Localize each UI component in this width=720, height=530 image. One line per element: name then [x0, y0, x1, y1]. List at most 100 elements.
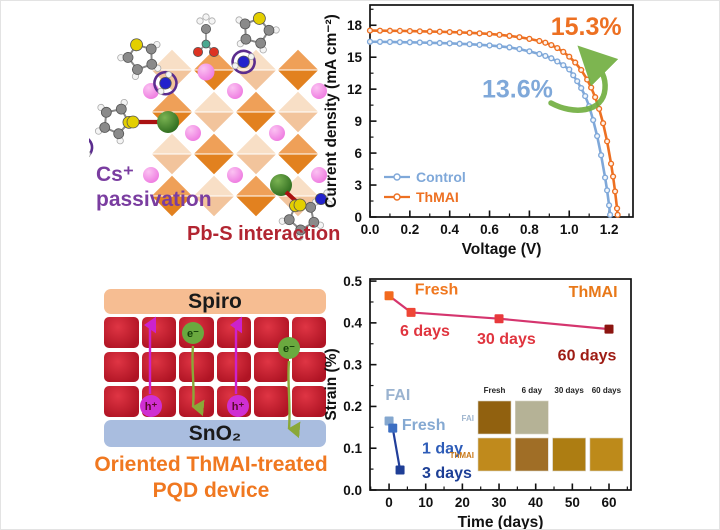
- series-marker-control: [570, 72, 577, 79]
- x-tick-label: 60: [601, 495, 616, 510]
- inset-col-header: 6 day: [522, 386, 543, 395]
- thiophene-molecule: [89, 98, 136, 160]
- carbon-atom: [100, 106, 112, 118]
- x-tick-label: 0.6: [480, 222, 499, 237]
- hydrogen-atom: [202, 13, 210, 21]
- series-marker-control: [516, 46, 523, 53]
- series-marker-control: [446, 40, 453, 47]
- hydrogen-atom: [231, 62, 239, 70]
- carbon-atom: [99, 122, 111, 133]
- series-marker-control: [598, 152, 605, 159]
- perovskite-lattice: [149, 48, 321, 218]
- jv-curve-chart: 0.0 0.2 0.4 0.6 0.8 1.0 1.2 0 3 6 9 12 15 18 Voltage (…: [323, 4, 634, 258]
- electron-badge: e⁻: [278, 337, 300, 359]
- carbon-atom: [305, 201, 317, 213]
- series-marker-control: [536, 50, 543, 58]
- sno2-layer: SnO₂: [104, 420, 326, 447]
- annotation-1-day: 1 day: [422, 441, 463, 458]
- sulfur-atom: [252, 12, 266, 25]
- inset-photo: [515, 400, 549, 435]
- series-marker-thmai: [406, 28, 413, 35]
- series-marker-fai: [388, 423, 398, 433]
- carbon-atom: [115, 103, 127, 115]
- series-marker-control: [603, 187, 611, 194]
- carbon-atom: [201, 39, 211, 49]
- legend-marker: [393, 173, 401, 181]
- hydrogen-atom: [208, 17, 216, 25]
- series-marker-thmai: [560, 48, 567, 55]
- device-caption: Oriented ThMAI-treated PQD device: [51, 452, 371, 504]
- device-schematic: Spiro SnO₂ e⁻ e⁻ h⁺ h⁺: [104, 289, 326, 449]
- octahedron-bottom: [149, 153, 195, 176]
- inset-col-header: 30 days: [554, 386, 584, 395]
- x-tick-label: 10: [418, 495, 433, 510]
- pqd-cube: [216, 317, 251, 348]
- hydrogen-atom: [157, 87, 165, 95]
- cs-passivation-label: Cs⁺ passivation: [96, 162, 212, 212]
- strain-stability-chart: 0 10 20 30 40 50 60 0.0 0.1 0.2 0.3 0.4 0.5 Time (day…: [323, 274, 632, 530]
- pqd-layer: [104, 317, 326, 417]
- series-marker-control: [396, 39, 403, 46]
- carbon-atom: [283, 214, 295, 226]
- carbon-atom: [113, 128, 125, 140]
- carbon-atom: [263, 24, 275, 36]
- series-marker-thmai: [548, 41, 555, 49]
- x-axis-title: Time (days): [458, 514, 544, 530]
- pqd-cube: [291, 386, 326, 417]
- series-marker-thmai: [526, 35, 533, 42]
- series-marker-control: [486, 42, 493, 49]
- cs-ion: [185, 125, 201, 141]
- pbs-interaction-label: Pb-S interaction: [187, 223, 341, 245]
- cs-ion: [227, 83, 243, 99]
- series-line-thmai: [388, 294, 610, 331]
- series-marker-fai: [384, 416, 394, 426]
- series-marker-thmai: [496, 31, 503, 38]
- crystal-structure-illustration: [89, 12, 333, 241]
- series-marker-control: [526, 48, 533, 55]
- x-tick-label: 0.8: [520, 222, 539, 237]
- series-marker-thmai: [592, 94, 599, 101]
- electron-badge: e⁻: [182, 322, 204, 344]
- carbon-atom: [295, 224, 307, 236]
- octahedron-bottom: [191, 195, 237, 218]
- hydrogen-atom: [196, 17, 204, 25]
- y-tick-label: 3: [354, 178, 362, 193]
- series-marker-control: [416, 39, 423, 46]
- carbon-atom: [132, 64, 143, 75]
- series-marker-control: [466, 41, 473, 48]
- y-tick-label: 0.1: [343, 441, 362, 456]
- series-marker-thmai: [476, 30, 483, 37]
- carbon-atom: [308, 216, 320, 228]
- legend-label-thmai: ThMAI: [416, 189, 459, 205]
- series-marker-thmai: [426, 28, 433, 35]
- passivation-circle: [153, 70, 178, 96]
- series-marker-thmai: [607, 160, 615, 167]
- spiro-layer: Spiro: [104, 289, 326, 314]
- x-tick-label: 1.2: [600, 222, 619, 237]
- carbon-atom: [240, 33, 252, 45]
- series-marker-control: [590, 116, 597, 124]
- y-tick-label: 0.3: [343, 357, 362, 372]
- annotation-6-days: 6 days: [400, 323, 450, 340]
- device-caption-line2: PQD device: [152, 479, 270, 502]
- x-tick-label: 0.4: [440, 222, 459, 237]
- annotation-3-days: 3 days: [422, 465, 472, 482]
- passivation-circle: [89, 135, 94, 160]
- ligand-molecule: [193, 13, 220, 81]
- x-tick-label: 50: [565, 495, 580, 510]
- series-marker-thmai: [436, 28, 443, 35]
- annotation-fai: FAI: [385, 387, 410, 404]
- inset-photo: [552, 437, 586, 472]
- series-marker-thmai: [578, 66, 585, 74]
- thiophene-molecule: [231, 12, 280, 75]
- series-marker-thmai: [572, 59, 579, 66]
- x-axis-title: Voltage (V): [462, 241, 542, 258]
- series-marker-thmai: [396, 27, 403, 34]
- series-marker-thmai: [366, 27, 374, 34]
- sno2-layer-label: SnO₂: [188, 421, 242, 445]
- nitrogen-atom: [159, 77, 172, 90]
- carbon-atom: [122, 52, 134, 63]
- lead-atom: [270, 174, 292, 196]
- y-tick-label: 12: [347, 82, 362, 97]
- sulfur-atom: [126, 115, 140, 129]
